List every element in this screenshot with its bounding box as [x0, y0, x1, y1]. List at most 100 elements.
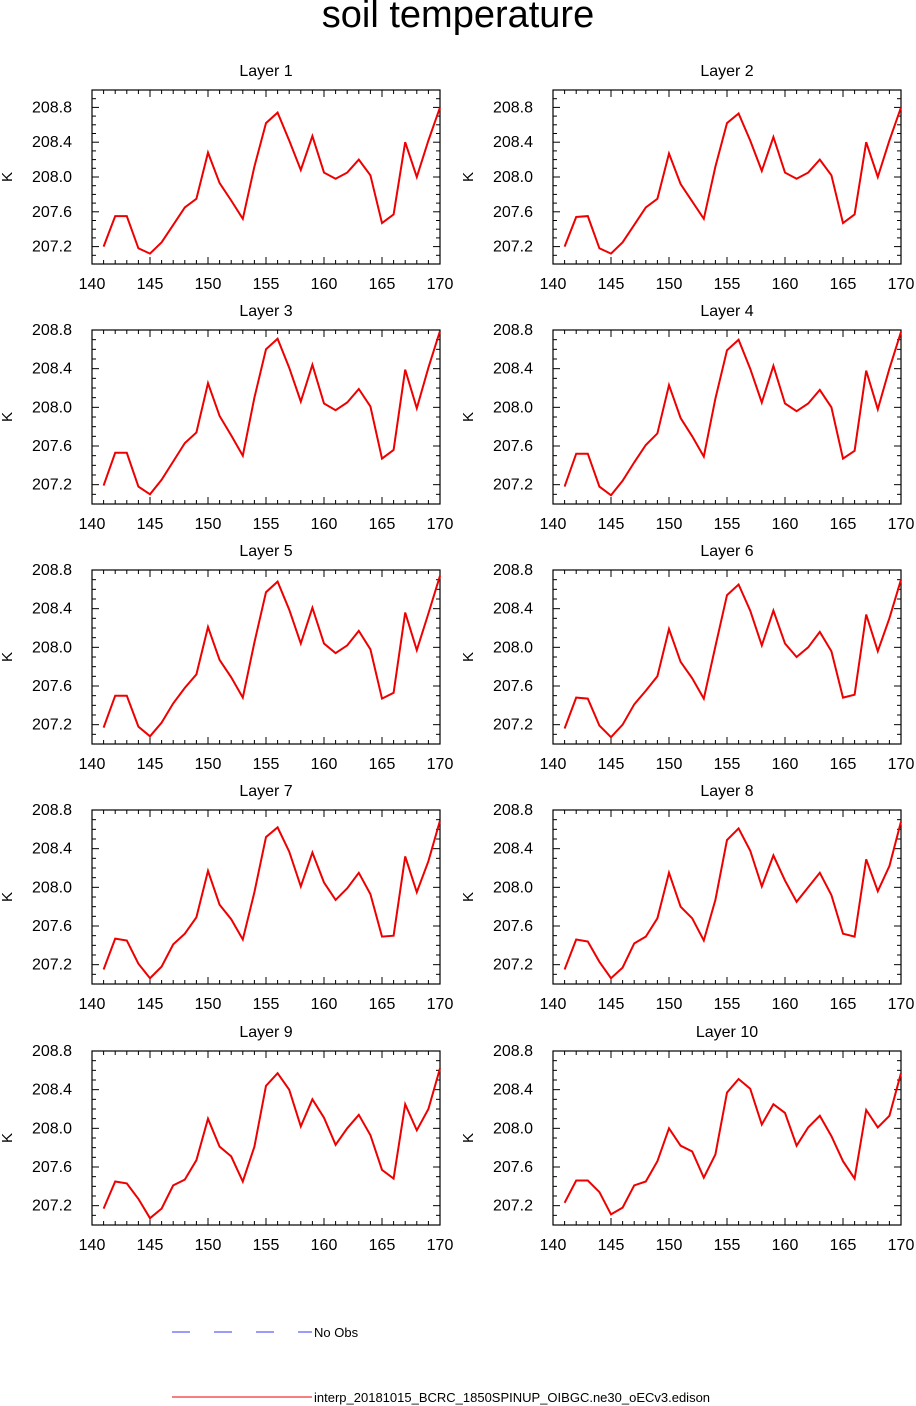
x-tick-label: 140 [540, 516, 567, 533]
chart-panel-1: Layer 1 140 145 150 155 160 165 170 207.2 207.6 20… [0, 63, 453, 293]
y-tick-label: 208.8 [32, 802, 72, 819]
x-tick-label: 170 [427, 276, 454, 293]
y-axis-label: K [0, 1133, 16, 1143]
y-tick-label: 207.6 [32, 678, 72, 695]
y-tick-label: 208.0 [32, 399, 72, 416]
y-tick-label: 208.4 [493, 1082, 533, 1099]
chart-panel-4: Layer 4 140 145 150 155 160 165 170 207.2 207.6 20… [460, 303, 914, 533]
series-line [563, 331, 902, 497]
chart-panel-9: Layer 9 140 145 150 155 160 165 170 207.2 207.6 20… [0, 1024, 453, 1254]
y-tick-label: 207.2 [32, 477, 72, 494]
y-tick-label: 208.8 [32, 322, 72, 339]
x-tick-label: 160 [772, 756, 799, 773]
series-line [102, 1068, 441, 1220]
x-tick-label: 155 [714, 516, 741, 533]
plot-frame [552, 809, 902, 985]
chart-panel-6: Layer 6 140 145 150 155 160 165 170 207.2 207.6 20… [460, 543, 914, 773]
y-tick-label: 207.6 [32, 204, 72, 221]
x-tick-label: 150 [195, 996, 222, 1013]
series-line [563, 107, 902, 255]
legend-no-obs-label: No Obs [314, 1325, 359, 1340]
y-tick-label: 207.2 [493, 957, 533, 974]
x-tick-label: 145 [598, 996, 625, 1013]
x-tick-label: 150 [195, 516, 222, 533]
y-tick-label: 208.4 [32, 361, 72, 378]
y-tick-label: 208.8 [493, 802, 533, 819]
x-tick-label: 150 [656, 516, 683, 533]
panel-grid: Layer 1 140 145 150 155 160 165 170 207.2 207.6 20… [0, 63, 914, 1254]
y-tick-label: 208.4 [32, 134, 72, 151]
panel-title: Layer 1 [239, 63, 292, 80]
y-tick-label: 207.2 [493, 717, 533, 734]
x-tick-label: 160 [772, 996, 799, 1013]
y-axis-label: K [460, 412, 477, 422]
x-tick-label: 160 [311, 1237, 338, 1254]
y-tick-label: 208.0 [493, 639, 533, 656]
y-tick-label: 208.4 [493, 134, 533, 151]
y-tick-label: 208.8 [32, 99, 72, 116]
x-tick-label: 165 [369, 996, 396, 1013]
series-line [563, 579, 902, 739]
x-tick-label: 170 [427, 1237, 454, 1254]
x-tick-label: 140 [540, 996, 567, 1013]
y-tick-label: 208.0 [32, 1120, 72, 1137]
y-tick-label: 208.8 [493, 99, 533, 116]
x-tick-label: 160 [311, 996, 338, 1013]
y-tick-label: 208.4 [32, 1082, 72, 1099]
chart-panel-7: Layer 7 140 145 150 155 160 165 170 207.2 207.6 20… [0, 783, 453, 1013]
x-tick-label: 155 [714, 996, 741, 1013]
series-line [102, 820, 441, 980]
x-tick-label: 150 [656, 1237, 683, 1254]
chart-panel-3: Layer 3 140 145 150 155 160 165 170 207.2 207.6 20… [0, 303, 453, 533]
y-tick-label: 207.6 [493, 204, 533, 221]
panel-title: Layer 9 [239, 1024, 292, 1041]
x-tick-label: 150 [656, 756, 683, 773]
x-tick-label: 160 [772, 1237, 799, 1254]
y-tick-label: 207.2 [493, 1198, 533, 1215]
plot-frame [552, 329, 902, 505]
y-tick-label: 208.8 [32, 562, 72, 579]
y-tick-label: 207.2 [32, 717, 72, 734]
y-axis-label: K [0, 172, 16, 182]
x-tick-label: 155 [253, 756, 280, 773]
series-line [563, 1072, 902, 1216]
y-axis-label: K [460, 1133, 477, 1143]
y-tick-label: 208.0 [493, 1120, 533, 1137]
y-tick-label: 207.2 [32, 957, 72, 974]
legend-run-label: interp_20181015_BCRC_1850SPINUP_OIBGC.ne… [314, 1390, 710, 1405]
x-tick-label: 170 [888, 516, 915, 533]
page-title: soil temperature [321, 0, 595, 36]
x-tick-label: 160 [311, 276, 338, 293]
y-tick-label: 208.8 [493, 1043, 533, 1060]
y-tick-label: 207.6 [32, 438, 72, 455]
x-tick-label: 150 [195, 276, 222, 293]
y-tick-label: 207.6 [493, 678, 533, 695]
x-tick-label: 145 [137, 756, 164, 773]
y-tick-label: 207.2 [493, 477, 533, 494]
y-tick-label: 207.2 [32, 1198, 72, 1215]
x-tick-label: 140 [79, 756, 106, 773]
y-tick-label: 208.8 [493, 322, 533, 339]
x-tick-label: 150 [656, 996, 683, 1013]
x-tick-label: 140 [540, 756, 567, 773]
y-tick-label: 207.2 [32, 239, 72, 256]
x-tick-label: 170 [888, 276, 915, 293]
y-tick-label: 208.4 [32, 601, 72, 618]
y-tick-label: 208.4 [493, 841, 533, 858]
x-tick-label: 150 [656, 276, 683, 293]
y-tick-label: 208.0 [32, 169, 72, 186]
y-tick-label: 208.4 [32, 841, 72, 858]
x-tick-label: 165 [830, 276, 857, 293]
y-tick-label: 208.4 [493, 361, 533, 378]
x-tick-label: 165 [830, 516, 857, 533]
x-tick-label: 155 [714, 1237, 741, 1254]
chart-panel-10: Layer 10 140 145 150 155 160 165 170 207.2 207.6 2… [460, 1024, 914, 1254]
y-tick-label: 208.4 [493, 601, 533, 618]
x-tick-label: 165 [830, 1237, 857, 1254]
x-tick-label: 145 [137, 276, 164, 293]
panel-title: Layer 7 [239, 783, 292, 800]
y-tick-label: 208.0 [32, 639, 72, 656]
x-tick-label: 140 [540, 1237, 567, 1254]
x-tick-label: 150 [195, 756, 222, 773]
